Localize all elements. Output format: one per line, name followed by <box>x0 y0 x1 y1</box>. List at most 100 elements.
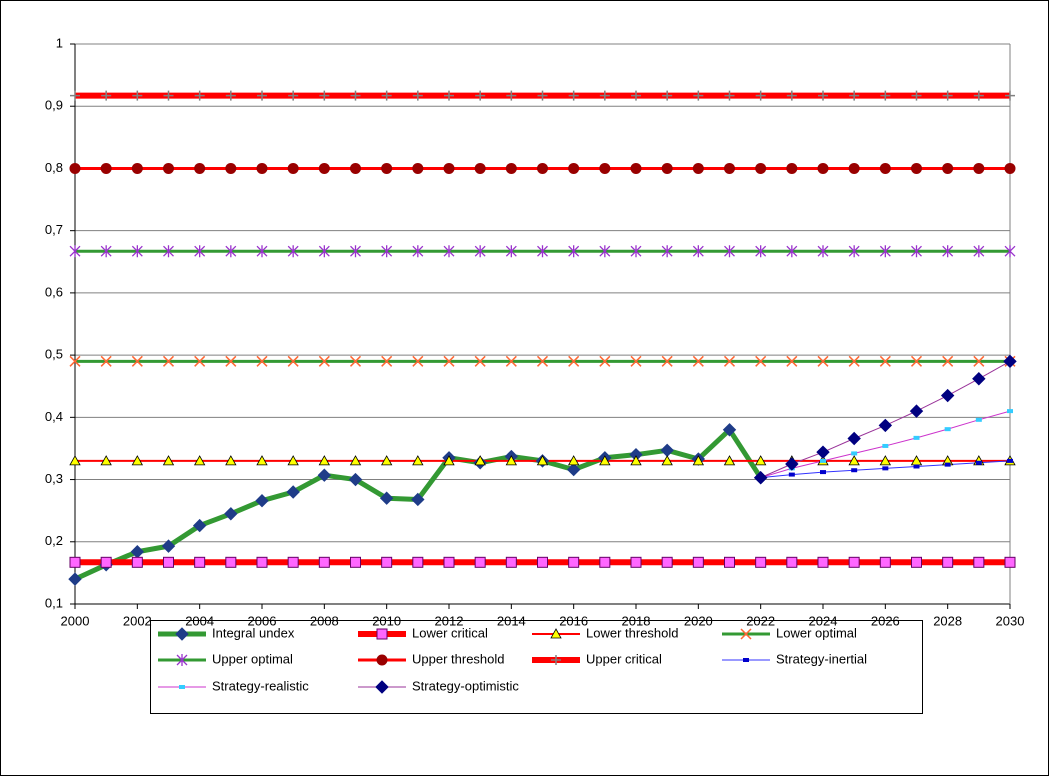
marker <box>630 162 642 174</box>
marker <box>381 162 393 174</box>
marker <box>911 556 922 568</box>
marker <box>161 539 176 553</box>
marker <box>1007 409 1013 414</box>
marker <box>318 355 330 367</box>
marker <box>132 90 143 101</box>
marker <box>910 355 923 367</box>
marker <box>348 472 363 487</box>
marker <box>740 628 752 640</box>
marker <box>743 658 749 662</box>
marker <box>568 90 579 101</box>
marker <box>722 423 737 437</box>
marker <box>848 556 860 568</box>
marker <box>661 162 673 174</box>
marker <box>474 355 486 367</box>
marker <box>349 355 362 367</box>
y-tick-label: 0,1 <box>45 595 63 610</box>
marker <box>381 355 393 367</box>
marker <box>599 245 611 258</box>
marker <box>878 418 893 433</box>
legend-label: Upper optimal <box>212 651 293 666</box>
marker <box>630 355 642 367</box>
marker <box>817 245 829 258</box>
x-tick-label: 2002 <box>123 613 152 628</box>
marker <box>942 245 954 258</box>
marker <box>599 355 611 367</box>
marker <box>973 355 985 367</box>
marker <box>474 556 486 568</box>
marker <box>100 355 112 367</box>
marker <box>942 162 954 174</box>
marker <box>225 556 237 568</box>
marker <box>724 162 735 174</box>
marker <box>568 355 580 367</box>
marker <box>723 355 736 367</box>
marker <box>287 245 299 258</box>
marker <box>379 491 394 505</box>
marker <box>692 245 704 258</box>
y-tick-label: 0,8 <box>45 160 63 175</box>
x-tick-label: 2004 <box>185 613 214 628</box>
marker <box>692 455 705 466</box>
marker <box>257 90 267 101</box>
marker <box>848 162 860 174</box>
marker <box>911 162 922 174</box>
marker <box>599 162 611 174</box>
marker <box>380 455 393 466</box>
marker <box>942 355 954 367</box>
marker <box>319 90 330 101</box>
marker <box>69 455 81 466</box>
marker <box>693 90 704 101</box>
marker <box>101 90 112 101</box>
marker <box>69 355 81 367</box>
marker <box>661 245 673 258</box>
marker <box>816 445 830 459</box>
legend-label: Strategy-optimistic <box>412 678 519 693</box>
x-tick-label: 2026 <box>871 613 900 628</box>
marker <box>194 90 205 101</box>
marker <box>163 162 174 174</box>
marker <box>162 455 175 466</box>
marker <box>475 90 486 101</box>
marker <box>788 472 795 477</box>
marker <box>255 494 269 508</box>
marker <box>848 455 860 466</box>
marker <box>318 245 330 258</box>
marker <box>975 460 982 465</box>
marker <box>225 455 237 466</box>
marker <box>176 654 188 666</box>
marker <box>849 90 860 101</box>
marker <box>566 462 581 477</box>
marker <box>882 466 889 471</box>
marker <box>162 355 175 367</box>
marker <box>944 427 951 432</box>
marker <box>100 455 112 466</box>
marker <box>381 245 393 258</box>
legend-label: Lower threshold <box>586 625 679 640</box>
marker <box>1004 245 1016 258</box>
marker <box>194 556 206 568</box>
marker <box>194 355 206 367</box>
marker <box>256 245 268 258</box>
x-tick-label: 2030 <box>996 613 1025 628</box>
marker <box>225 355 237 367</box>
x-tick-label: 2016 <box>559 613 588 628</box>
marker <box>785 457 799 471</box>
marker <box>879 162 891 174</box>
marker <box>851 468 858 473</box>
y-tick-label: 0,9 <box>45 98 63 113</box>
marker <box>975 417 982 422</box>
marker <box>474 162 486 174</box>
marker <box>193 455 206 466</box>
legend-label: Upper threshold <box>412 651 505 666</box>
marker <box>882 443 889 448</box>
marker <box>724 556 735 568</box>
marker <box>175 627 189 641</box>
marker <box>350 245 361 258</box>
x-tick-label: 2000 <box>61 613 90 628</box>
marker <box>973 556 985 568</box>
marker <box>412 162 424 174</box>
marker <box>376 654 388 666</box>
marker <box>317 468 332 482</box>
marker <box>376 628 388 640</box>
